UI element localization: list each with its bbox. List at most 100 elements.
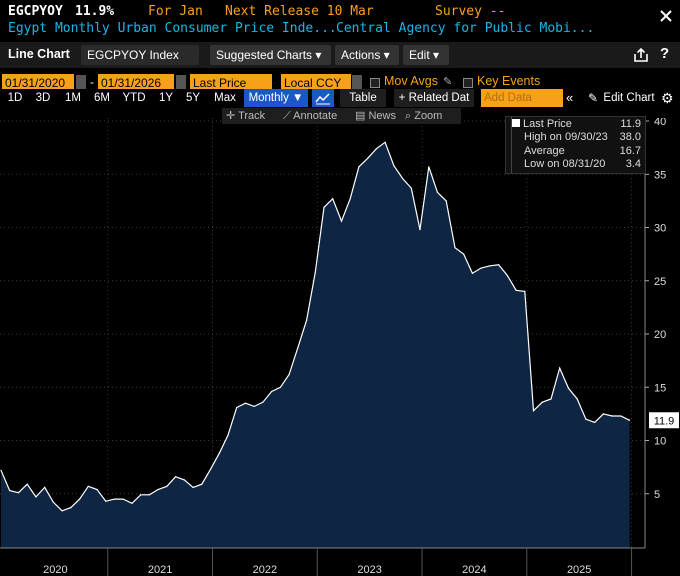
data-point [44,486,46,488]
data-point [524,290,526,292]
y-tick-label: 35 [654,169,666,181]
data-point [253,405,255,408]
gear-icon[interactable]: ⚙ [661,90,674,106]
edit-chart-button[interactable]: Edit Chart [603,92,655,104]
edit-button[interactable]: Edit ▾ [403,45,449,65]
start-date-input[interactable]: 01/31/2020 [2,74,74,92]
date-range-row: 01/31/2020 - 01/31/2026 Last Price Local… [0,72,680,92]
period-3d[interactable]: 3D [35,92,51,104]
x-tick-label: 2020 [43,564,67,576]
calendar-icon[interactable] [76,75,86,89]
data-point [244,402,247,404]
data-point [105,500,107,502]
toolbar: Line Chart EGCPYOY Index Suggested Chart… [0,42,680,68]
related-data-button[interactable]: + Related Dat [394,89,474,107]
mov-avgs-label[interactable]: Mov Avgs [384,74,438,88]
data-point [375,148,377,150]
legend-low-value: 3.4 [625,158,641,170]
data-point [611,415,613,417]
key-events-label[interactable]: Key Events [477,74,541,88]
security-input[interactable]: EGCPYOY Index [81,45,199,65]
help-icon[interactable]: ? [660,45,670,62]
data-point [480,267,482,269]
suggested-charts-button[interactable]: Suggested Charts ▾ [210,45,331,65]
data-point [602,413,604,415]
data-point [192,486,194,488]
next-release: Next Release 10 Mar [225,4,374,19]
pencil-icon[interactable]: ✎ [443,76,453,88]
key-events-checkbox[interactable] [463,78,473,88]
annotate-button[interactable]: ⟋ Annotate [279,108,353,124]
news-icon: ▤ [355,110,369,122]
data-point [140,494,142,496]
crosshair-icon: ✛ [226,110,239,122]
zoom-button[interactable]: ⌕ Zoom [401,108,461,124]
data-point [113,498,116,500]
period-1d[interactable]: 1D [7,92,23,104]
add-data-input[interactable]: Add Data [481,89,563,107]
data-point [515,289,517,291]
data-point [428,166,430,168]
header-bar: EGCPYOY 11.9% For Jan Next Release 10 Ma… [0,0,680,42]
close-icon[interactable] [656,6,676,26]
pencil-icon[interactable]: ✎ [588,91,599,105]
data-point [157,488,159,491]
currency-select[interactable]: Local CCY [281,74,351,92]
data-point [419,229,421,231]
calendar-icon[interactable] [176,75,186,89]
last-value-tag: 11.9 [649,412,679,429]
track-button[interactable]: ✛ Track [222,108,280,124]
survey: Survey -- [435,4,506,19]
y-tick-label: 10 [654,436,666,448]
legend-box[interactable]: Last Price 11.9 High on 09/30/23 38.0 Av… [505,116,646,174]
y-tick-label: 40 [654,118,666,128]
legend-low-label: Low on 08/31/20 [524,158,606,170]
data-point [349,198,351,200]
data-point [323,206,325,208]
currency-dropdown-icon[interactable] [352,75,362,89]
news-label: News [368,110,396,122]
period-1m[interactable]: 1M [65,92,81,104]
annotation-row: ✛ Track ⟋ Annotate ▤ News ⌕ Zoom [222,108,462,124]
data-point [445,200,447,202]
actions-button[interactable]: Actions ▾ [335,45,399,65]
frequency-select[interactable]: Monthly ▼ [244,89,308,107]
period-5y[interactable]: 5Y [185,92,201,104]
data-point [61,510,63,512]
data-point [454,247,456,249]
data-point [410,187,412,189]
data-point [70,506,72,509]
data-point [175,476,177,478]
data-point [271,390,273,393]
data-point [559,367,561,369]
data-point [332,198,334,200]
news-button[interactable]: ▤ News [351,108,405,124]
period-ytd[interactable]: YTD [122,92,146,104]
legend-high-value: 38.0 [619,131,641,143]
end-date-input[interactable]: 01/31/2026 [98,74,174,92]
pencil-icon: ⟋ [283,110,294,122]
y-tick-label: 15 [654,382,666,394]
legend-last-value: 11.9 [620,118,641,130]
data-point [550,398,552,400]
track-label: Track [238,110,266,122]
line-chart-icon[interactable] [312,89,334,107]
data-point [288,373,290,376]
table-button[interactable]: Table [340,89,386,107]
collapse-icon[interactable]: « [566,90,574,105]
data-point [384,141,386,143]
data-point [148,494,151,496]
mov-avgs-checkbox[interactable] [370,78,380,88]
share-icon[interactable] [632,46,650,64]
field-select[interactable]: Last Price [190,74,272,92]
data-point [532,410,535,412]
last-value-label: 11.9 [654,415,675,427]
data-point [567,387,570,389]
period-1y[interactable]: 1Y [158,92,174,104]
data-point [541,401,543,403]
minus-icon[interactable] [506,117,512,173]
cpi-area [1,142,630,549]
period-6m[interactable]: 6M [94,92,110,104]
period-max[interactable]: Max [214,92,236,104]
